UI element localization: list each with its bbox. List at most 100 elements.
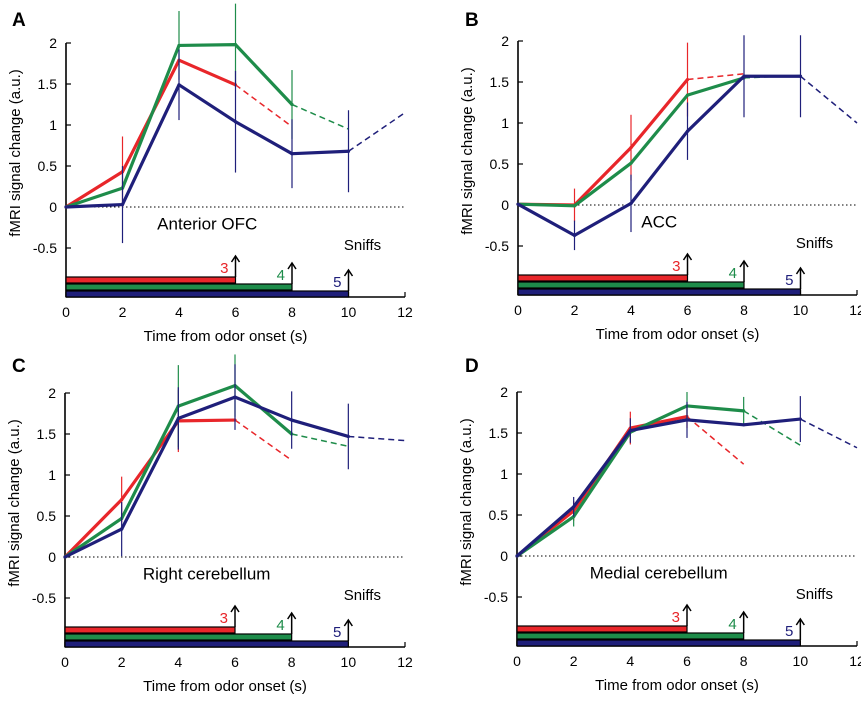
y-tick-label: 2 — [48, 385, 56, 401]
data-point — [346, 149, 351, 153]
data-point — [177, 43, 181, 48]
x-tick-label: 8 — [740, 302, 748, 318]
data-point — [629, 146, 633, 150]
x-tick-label: 2 — [570, 653, 578, 669]
data-point — [64, 205, 68, 209]
sniff-count-label: 4 — [729, 265, 737, 282]
data-point — [572, 204, 577, 208]
panel-letter: B — [465, 10, 479, 31]
sniff-bar-4 — [516, 632, 745, 640]
series-line — [65, 58, 237, 209]
x-tick-label: 8 — [288, 654, 296, 670]
series-3 — [516, 42, 745, 222]
data-point — [685, 93, 690, 97]
sniff-count-label: 4 — [276, 617, 284, 634]
x-tick-label: 10 — [341, 654, 357, 670]
sniff-arrowhead — [682, 603, 692, 612]
sniff-count-label: 3 — [220, 260, 228, 277]
data-point — [572, 505, 576, 509]
x-tick-label: 0 — [61, 654, 69, 670]
y-tick-label: 2 — [500, 384, 508, 400]
dashed-extension — [291, 103, 349, 130]
x-axis-label: Time from odor onset (s) — [596, 326, 760, 343]
x-tick-label: 10 — [793, 302, 809, 318]
y-tick-label: -0.5 — [32, 590, 56, 606]
sniffs-label: Sniffs — [796, 586, 833, 603]
sniff-arrowhead — [739, 259, 749, 268]
data-point — [233, 43, 238, 47]
data-point — [742, 74, 746, 78]
sniff-count-label: 5 — [785, 272, 793, 289]
x-tick-label: 12 — [849, 302, 861, 318]
data-point — [290, 152, 294, 156]
data-point — [290, 418, 294, 422]
sniff-count-label: 3 — [672, 258, 680, 275]
sniff-count-label: 4 — [277, 267, 285, 284]
sniff-count-label: 5 — [785, 623, 793, 640]
y-tick-label: 1.5 — [37, 426, 57, 442]
x-tick-label: 4 — [626, 653, 634, 669]
series-5 — [64, 49, 406, 244]
sniff-bar-3 — [64, 626, 236, 634]
x-tick-label: 6 — [683, 653, 691, 669]
x-tick-label: 0 — [514, 302, 522, 318]
data-point — [120, 202, 125, 207]
sniff-bar-3 — [517, 274, 689, 282]
x-tick-label: 4 — [627, 302, 635, 318]
sniff-arrowhead — [682, 252, 693, 261]
series-4 — [516, 74, 801, 208]
y-tick-label: 0 — [500, 548, 508, 564]
data-point — [177, 83, 181, 87]
panel-b: B -0.5 0 0.5 1 1.5 2 0 2 4 6 8 10 12 Time from odor on… — [459, 10, 861, 343]
series-5 — [516, 35, 858, 251]
sniff-count-label: 5 — [333, 274, 341, 291]
y-tick-label: 1.5 — [490, 74, 510, 90]
sniff-arrowhead — [343, 618, 353, 627]
y-tick-label: 0.5 — [490, 156, 510, 172]
y-axis-label: fMRI signal change (a.u.) — [6, 419, 23, 587]
data-point — [742, 409, 746, 413]
series-line — [63, 418, 236, 559]
series-line — [64, 395, 349, 559]
y-tick-label: -0.5 — [484, 589, 508, 605]
sniff-arrowhead — [343, 268, 354, 277]
dashed-extension — [348, 112, 406, 152]
y-tick-label: 0 — [501, 197, 509, 213]
x-axis-label: Time from odor onset (s) — [144, 328, 308, 345]
y-axis-label: fMRI signal change (a.u.) — [459, 67, 476, 235]
series-4 — [64, 3, 349, 209]
series-5 — [515, 396, 858, 558]
sniff-count-label: 5 — [333, 624, 341, 641]
x-tick-label: 6 — [684, 302, 692, 318]
series-5 — [63, 364, 406, 559]
sniff-arrowhead — [795, 617, 805, 626]
data-point — [628, 428, 632, 433]
y-tick-label: 1 — [501, 115, 509, 131]
dashed-extension — [686, 416, 745, 465]
y-tick-label: 2 — [501, 33, 509, 49]
y-tick-label: 1 — [500, 466, 508, 482]
x-tick-label: 4 — [175, 304, 183, 320]
dashed-extension — [799, 418, 858, 449]
dashed-extension — [348, 435, 406, 442]
data-point — [233, 395, 237, 399]
y-axis-label: fMRI signal change (a.u.) — [7, 69, 24, 237]
y-tick-label: 0 — [48, 549, 56, 565]
series-line — [515, 417, 801, 558]
x-axis-label: Time from odor onset (s) — [595, 677, 759, 694]
data-point — [120, 527, 124, 531]
x-tick-label: 2 — [571, 302, 579, 318]
panel-letter: D — [465, 356, 479, 377]
panel-letter: C — [12, 356, 26, 377]
sniff-bar-4 — [517, 281, 745, 289]
sniff-arrowhead — [230, 604, 240, 613]
sniff-arrowhead — [795, 266, 806, 275]
data-point — [685, 129, 690, 133]
x-tick-label: 6 — [232, 304, 240, 320]
region-title: Right cerebellum — [143, 565, 271, 584]
data-point — [685, 77, 690, 82]
sniffs-label: Sniffs — [796, 235, 833, 252]
data-point — [516, 202, 520, 206]
data-point — [798, 74, 803, 78]
